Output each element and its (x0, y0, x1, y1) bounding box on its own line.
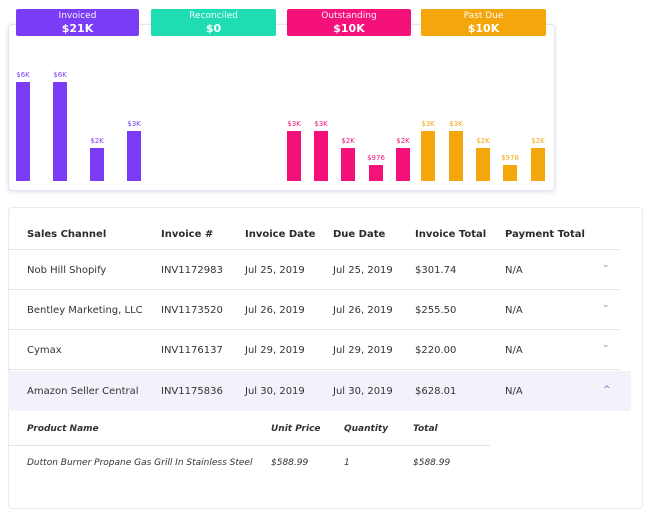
bar-value-label: $3K (127, 120, 141, 128)
cell-sales-channel: Cymax (27, 345, 62, 356)
cell-due-date: Jul 29, 2019 (333, 345, 393, 356)
pill-invoiced-value: $21K (61, 22, 94, 35)
pill-outstanding-label: Outstanding (321, 11, 377, 21)
header-invoice-date[interactable]: Invoice Date (245, 229, 316, 240)
detail-header-product-name: Product Name (27, 424, 99, 434)
pill-past-due[interactable]: Past Due $10K (421, 9, 546, 36)
detail-quantity: 1 (344, 458, 350, 468)
chart-bar[interactable] (369, 165, 383, 181)
chart-bar[interactable] (341, 148, 355, 181)
cell-payment-total: N/A (505, 386, 523, 397)
chart-bar[interactable] (396, 148, 410, 181)
row-divider (8, 329, 620, 330)
chart-bar[interactable] (421, 131, 435, 181)
bar-value-label: $3K (449, 120, 463, 128)
chart-bar[interactable] (90, 148, 104, 181)
chevron-up-icon[interactable]: ^ (603, 385, 611, 395)
detail-divider (8, 445, 490, 446)
header-invoice-number[interactable]: Invoice # (161, 229, 214, 240)
pill-invoiced[interactable]: Invoiced $21K (16, 9, 139, 36)
cell-invoice-number: INV1173520 (161, 305, 223, 316)
cell-due-date: Jul 30, 2019 (333, 386, 393, 397)
bar-value-label: $3K (287, 120, 301, 128)
pill-reconciled-label: Reconciled (189, 11, 238, 21)
cell-due-date: Jul 26, 2019 (333, 305, 393, 316)
cell-sales-channel: Bentley Marketing, LLC (27, 305, 143, 316)
bar-value-label: $2K (531, 137, 545, 145)
chart-bar[interactable] (287, 131, 301, 181)
cell-invoice-total: $255.50 (415, 305, 457, 316)
cell-payment-total: N/A (505, 345, 523, 356)
pill-past-due-value: $10K (467, 22, 500, 35)
cell-sales-channel: Amazon Seller Central (27, 386, 139, 397)
pill-reconciled[interactable]: Reconciled $0 (151, 9, 276, 36)
detail-header-unit-price: Unit Price (271, 424, 321, 434)
cell-invoice-total: $628.01 (415, 386, 457, 397)
chart-bar[interactable] (314, 131, 328, 181)
chevron-down-icon[interactable]: ⌄ (602, 260, 610, 270)
chevron-down-icon[interactable]: ⌄ (602, 300, 610, 310)
expanded-row-highlight[interactable] (8, 371, 631, 411)
cell-invoice-total: $220.00 (415, 345, 457, 356)
chevron-down-icon[interactable]: ⌄ (602, 340, 610, 350)
cell-due-date: Jul 25, 2019 (333, 265, 393, 276)
chart-bar[interactable] (449, 131, 463, 181)
cell-invoice-number: INV1176137 (161, 345, 223, 356)
cell-payment-total: N/A (505, 265, 523, 276)
detail-product-name: Dutton Burner Propane Gas Grill In Stain… (27, 458, 253, 468)
pill-outstanding-value: $10K (333, 22, 365, 35)
chart-bar[interactable] (531, 148, 545, 181)
bar-value-label: $2K (476, 137, 490, 145)
bar-value-label: $3K (314, 120, 328, 128)
cell-invoice-number: INV1175836 (161, 386, 223, 397)
detail-header-total: Total (413, 424, 438, 434)
detail-unit-price: $588.99 (271, 458, 309, 468)
cell-invoice-date: Jul 26, 2019 (245, 305, 305, 316)
bar-value-label: $2K (396, 137, 410, 145)
chart-bar[interactable] (16, 82, 30, 181)
row-divider (8, 289, 620, 290)
pill-outstanding[interactable]: Outstanding $10K (287, 9, 411, 36)
chart-bar[interactable] (53, 82, 67, 181)
pill-reconciled-value: $0 (205, 22, 222, 35)
bar-value-label: $6K (53, 71, 67, 79)
header-sales-channel[interactable]: Sales Channel (27, 229, 107, 240)
row-divider (8, 369, 620, 370)
chart-bar[interactable] (476, 148, 490, 181)
cell-invoice-date: Jul 25, 2019 (245, 265, 305, 276)
bar-value-label: $976 (367, 154, 385, 162)
cell-payment-total: N/A (505, 305, 523, 316)
header-due-date[interactable]: Due Date (333, 229, 386, 240)
chart-bar[interactable] (503, 165, 517, 181)
cell-invoice-total: $301.74 (415, 265, 457, 276)
detail-header-quantity: Quantity (344, 424, 389, 434)
cell-invoice-number: INV1172983 (161, 265, 223, 276)
invoice-table-card (8, 207, 643, 509)
bar-value-label: $976 (501, 154, 519, 162)
bar-value-label: $3K (421, 120, 435, 128)
pill-past-due-label: Past Due (463, 11, 504, 21)
cell-invoice-date: Jul 30, 2019 (245, 386, 305, 397)
detail-total: $588.99 (413, 458, 451, 468)
header-invoice-total[interactable]: Invoice Total (415, 229, 487, 240)
row-divider (8, 249, 620, 250)
chart-bar[interactable] (127, 131, 141, 181)
cell-sales-channel: Nob Hill Shopify (27, 265, 107, 276)
bar-value-label: $2K (90, 137, 104, 145)
cell-invoice-date: Jul 29, 2019 (245, 345, 305, 356)
bar-value-label: $6K (16, 71, 30, 79)
header-payment-total[interactable]: Payment Total (505, 229, 585, 240)
bar-value-label: $2K (341, 137, 355, 145)
pill-invoiced-label: Invoiced (58, 11, 97, 21)
